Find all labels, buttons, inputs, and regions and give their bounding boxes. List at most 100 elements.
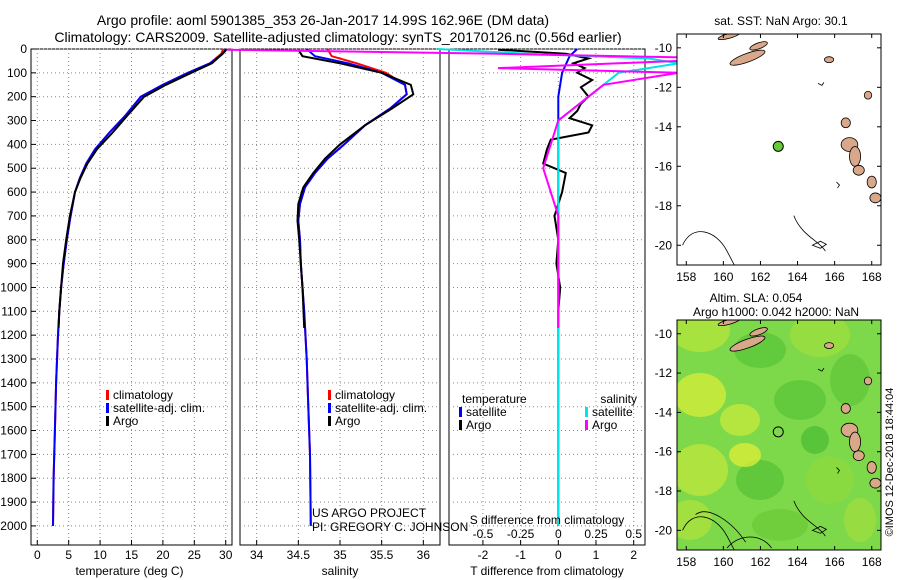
island — [824, 56, 835, 64]
legend-label-s1: Argo — [592, 418, 618, 432]
island — [849, 431, 861, 453]
island — [869, 477, 881, 489]
island — [866, 461, 877, 474]
legend-label-2: Argo — [335, 414, 361, 428]
project-credit: US ARGO PROJECT — [312, 506, 427, 520]
x-tick-label: 164 — [788, 555, 808, 569]
bathymetry-contour — [836, 181, 841, 189]
x-tick-label: 158 — [676, 270, 696, 284]
island — [749, 41, 768, 51]
x-axis-label-difference: T difference from climatology — [470, 564, 624, 578]
island — [849, 146, 861, 167]
map-sla-title-line1: Altim. SLA: 0.054 — [710, 291, 803, 305]
x2-tick-label: -0.5 — [473, 527, 494, 541]
plot-frame-difference — [448, 48, 646, 546]
map-sla-title-line2: Argo h1000: 0.042 h2000: NaN — [693, 305, 859, 319]
island — [749, 327, 768, 337]
x-tick-label: 168 — [862, 270, 882, 284]
sla-contour — [695, 511, 746, 543]
y-tick-label: -10 — [655, 41, 673, 55]
bathymetry-contour — [682, 516, 735, 550]
sla-patch — [830, 354, 870, 406]
island — [824, 342, 835, 349]
panel-salinity: 34 34.5 35 35.5 36 salinity climatologysatelli… — [239, 48, 441, 578]
x2-tick-label: -0.25 — [507, 527, 535, 541]
y-tick-label: -20 — [655, 523, 673, 537]
legend-label-2: Argo — [113, 414, 139, 428]
y-tick-label: 200 — [7, 90, 27, 104]
y-tick-label: -18 — [655, 199, 673, 213]
y-tick-label: 1200 — [0, 328, 27, 342]
island — [852, 164, 865, 176]
bathymetry-contour — [811, 525, 828, 534]
island — [729, 49, 766, 66]
x-tick-label: 162 — [750, 555, 770, 569]
x-tick-label: 1 — [593, 548, 600, 562]
y-tick-label: 1600 — [0, 424, 27, 438]
island — [840, 117, 851, 129]
legend-label-s0: satellite — [592, 405, 633, 419]
bathymetry-contour — [811, 240, 828, 249]
bathymetry-contour — [793, 215, 826, 252]
legend-swatch-2 — [106, 416, 109, 426]
y-tick-label: 1900 — [0, 495, 27, 509]
sla-patch — [720, 404, 760, 436]
island — [863, 376, 873, 386]
y-tick-label: 0 — [20, 42, 27, 56]
x-tick-label: 20 — [156, 548, 170, 562]
y-tick-label: 1100 — [1, 304, 27, 318]
x-tick-label: 2 — [630, 548, 637, 562]
island — [840, 403, 851, 414]
x-tick-label: 168 — [862, 555, 882, 569]
y-tick-label: 1000 — [0, 280, 27, 294]
island — [863, 90, 873, 100]
series-line-2 — [296, 49, 415, 329]
legend-label-1: satellite-adj. clim. — [113, 401, 205, 415]
legend-title-salinity: salinity — [600, 392, 637, 406]
y-tick-label: 700 — [7, 209, 27, 223]
legend-label-1: satellite-adj. clim. — [335, 401, 427, 415]
legend-label-0: climatology — [113, 388, 173, 402]
island — [866, 175, 877, 189]
series-line-2 — [57, 49, 228, 329]
sla-patch — [677, 373, 726, 417]
y-tick-label: 100 — [7, 66, 27, 80]
sla-patch — [790, 320, 850, 357]
legend-title-temperature: temperature — [462, 392, 527, 406]
x-tick-label: 166 — [825, 555, 845, 569]
bathymetry-contour — [836, 467, 841, 474]
y-tick-label: -18 — [655, 484, 673, 498]
y-tick-label: -12 — [655, 366, 673, 380]
legend-swatch-1 — [328, 403, 331, 413]
legend-swatch-0 — [106, 390, 109, 400]
x-tick-label: 10 — [93, 548, 107, 562]
x-tick-label: 35.5 — [370, 548, 394, 562]
x-tick-label: 34.5 — [287, 548, 311, 562]
sla-patch — [806, 456, 854, 504]
bathymetry-contour — [793, 500, 826, 537]
legend-swatch-0 — [328, 390, 331, 400]
sla-patch — [677, 500, 712, 540]
map-sst-title: sat. SST: NaN Argo: 30.1 — [714, 14, 848, 28]
y-tick-label: 300 — [7, 114, 27, 128]
x-tick-label: -2 — [478, 548, 489, 562]
x-tick-label: 166 — [825, 270, 845, 284]
y-tick-label: 400 — [7, 137, 27, 151]
legend-swatch-1 — [106, 403, 109, 413]
x-tick-label: 34 — [250, 548, 264, 562]
sla-patch — [677, 320, 730, 352]
y-tick-label: 1700 — [0, 447, 27, 461]
y-tick-label: -16 — [655, 159, 673, 173]
x-tick-label: 164 — [788, 270, 808, 284]
gridlines-difference — [449, 48, 645, 545]
sla-patch — [729, 443, 761, 467]
y-tick-label: 900 — [7, 257, 27, 271]
figure-title-line2: Climatology: CARS2009. Satellite-adjuste… — [54, 29, 621, 45]
y-tick-label: 1400 — [0, 376, 27, 390]
legend-swatch-2 — [328, 416, 331, 426]
island — [869, 192, 881, 204]
sla-patch — [801, 426, 829, 454]
sla-patch — [774, 380, 826, 420]
sla-patch — [844, 498, 876, 542]
